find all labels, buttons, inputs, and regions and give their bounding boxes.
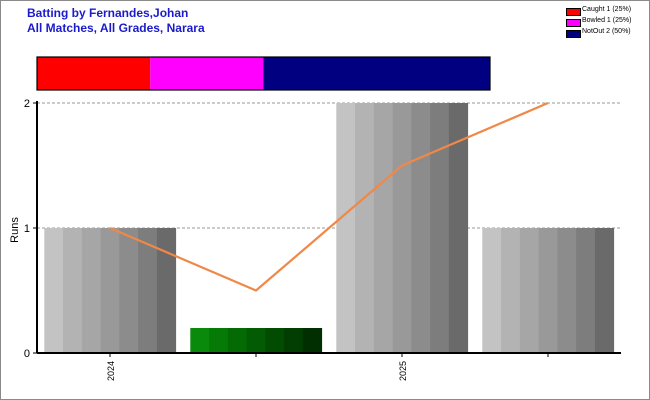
bar-band — [519, 228, 540, 353]
bar-band — [284, 328, 304, 353]
bar-band — [336, 103, 356, 353]
bar-band — [119, 228, 139, 353]
dismissal-strip-segment — [150, 57, 264, 90]
bar-band — [265, 328, 285, 353]
bar-band — [44, 228, 64, 353]
bar — [190, 328, 323, 353]
bar-band — [209, 328, 229, 353]
bar-band — [411, 103, 431, 353]
bar-band — [501, 228, 521, 353]
chart-title: Batting by Fernandes,Johan — [27, 6, 189, 20]
y-tick-label: 1 — [24, 223, 30, 235]
bar-band — [594, 228, 615, 353]
bar — [44, 228, 177, 353]
legend-label-bowled: Bowled 1 (25%) — [582, 17, 632, 24]
dismissal-strip-border — [36, 56, 491, 91]
bar-band — [392, 103, 412, 353]
bar — [336, 103, 469, 353]
legend-label-caught: Caught 1 (25%) — [582, 6, 632, 13]
bar-band — [81, 228, 102, 353]
bar-band — [100, 228, 120, 353]
chart-subtitle: All Matches, All Grades, Narara — [27, 21, 205, 35]
x-tick-label: 2025 — [398, 361, 408, 381]
bar-band — [156, 228, 177, 353]
bar-band — [63, 228, 83, 353]
x-tick-label: 2024 — [106, 361, 116, 381]
bar-band — [557, 228, 577, 353]
dismissal-strip-segment — [263, 57, 490, 90]
legend-swatch-caught — [566, 8, 581, 16]
bar-band — [448, 103, 469, 353]
legend-label-notout: NotOut 2 (50%) — [582, 28, 631, 35]
bar — [482, 228, 615, 353]
dismissal-strip-segment — [37, 57, 151, 90]
y-tick-label: 2 — [24, 98, 30, 110]
bar-band — [482, 228, 502, 353]
bar-band — [576, 228, 596, 353]
legend-swatch-notout — [566, 30, 581, 38]
bar-band — [138, 228, 158, 353]
bar-band — [190, 328, 210, 353]
bar-band — [302, 328, 323, 353]
legend-swatch-bowled — [566, 19, 581, 27]
bar-band — [538, 228, 558, 353]
bar-band — [430, 103, 450, 353]
series-line — [109, 101, 549, 292]
bar-band — [227, 328, 248, 353]
y-axis-label: Runs — [9, 217, 21, 243]
y-tick-label: 0 — [24, 348, 30, 360]
bar-band — [373, 103, 394, 353]
bar-band — [246, 328, 266, 353]
bar-band — [355, 103, 375, 353]
